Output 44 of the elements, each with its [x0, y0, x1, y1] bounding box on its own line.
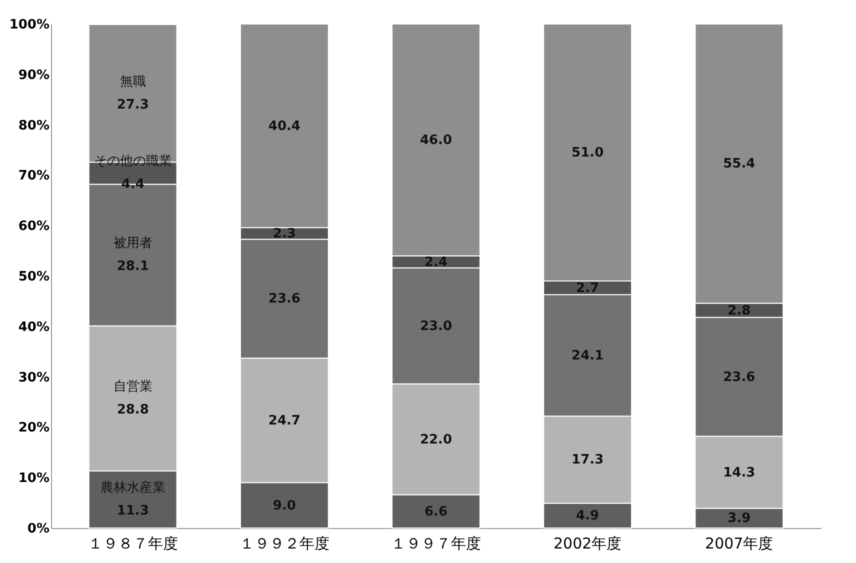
data-label: 17.3 [572, 452, 604, 468]
y-tick-label: 0% [27, 522, 50, 536]
data-label: 28.8 [116, 402, 149, 418]
data-label: 4.9 [576, 508, 600, 524]
y-tick-label: 90% [18, 68, 50, 83]
data-label: 14.3 [723, 465, 756, 480]
series-label: 無職 [120, 74, 146, 90]
series-label: 被用者 [113, 236, 152, 252]
data-label: 40.4 [268, 118, 300, 134]
data-label: 2.7 [576, 280, 600, 296]
series-label: 自営業 [113, 379, 152, 394]
y-tick-label: 50% [18, 270, 50, 284]
data-label: 3.9 [728, 511, 751, 526]
data-label: 22.0 [420, 432, 452, 448]
x-tick-label: 2002年度 [553, 534, 622, 552]
y-tick-label: 80% [18, 118, 50, 134]
data-label: 46.0 [420, 132, 452, 148]
y-tick-label: 100% [9, 18, 50, 32]
x-tick-label: 2007年度 [705, 534, 774, 552]
data-label: 2.3 [272, 226, 296, 242]
series-label: 農林水産業 [100, 480, 166, 496]
data-label: 24.1 [572, 348, 604, 364]
x-tick-label: １９８７年度 [88, 534, 178, 552]
y-tick-label: 70% [18, 168, 50, 184]
x-tick-label: １９９７年度 [391, 534, 481, 552]
data-label: 23.6 [268, 292, 300, 307]
y-tick-label: 10% [18, 471, 50, 486]
data-label: 24.7 [268, 413, 300, 428]
y-tick-label: 60% [18, 219, 50, 234]
data-label: 2.8 [728, 303, 751, 318]
y-tick-label: 40% [18, 320, 50, 335]
data-label: 23.6 [723, 370, 756, 385]
data-label: 6.6 [424, 504, 448, 520]
data-label: 11.3 [116, 504, 149, 519]
data-label: 51.0 [572, 146, 604, 161]
y-tick-label: 30% [18, 370, 50, 386]
data-label: 55.4 [723, 156, 756, 172]
data-label: 9.0 [272, 498, 296, 514]
data-label: 28.1 [116, 259, 149, 274]
data-label: 2.4 [424, 254, 448, 270]
data-label: 23.0 [420, 318, 452, 334]
data-label: 27.3 [116, 97, 149, 112]
y-tick-label: 20% [18, 420, 50, 436]
x-tick-label: １９９２年度 [239, 534, 330, 552]
